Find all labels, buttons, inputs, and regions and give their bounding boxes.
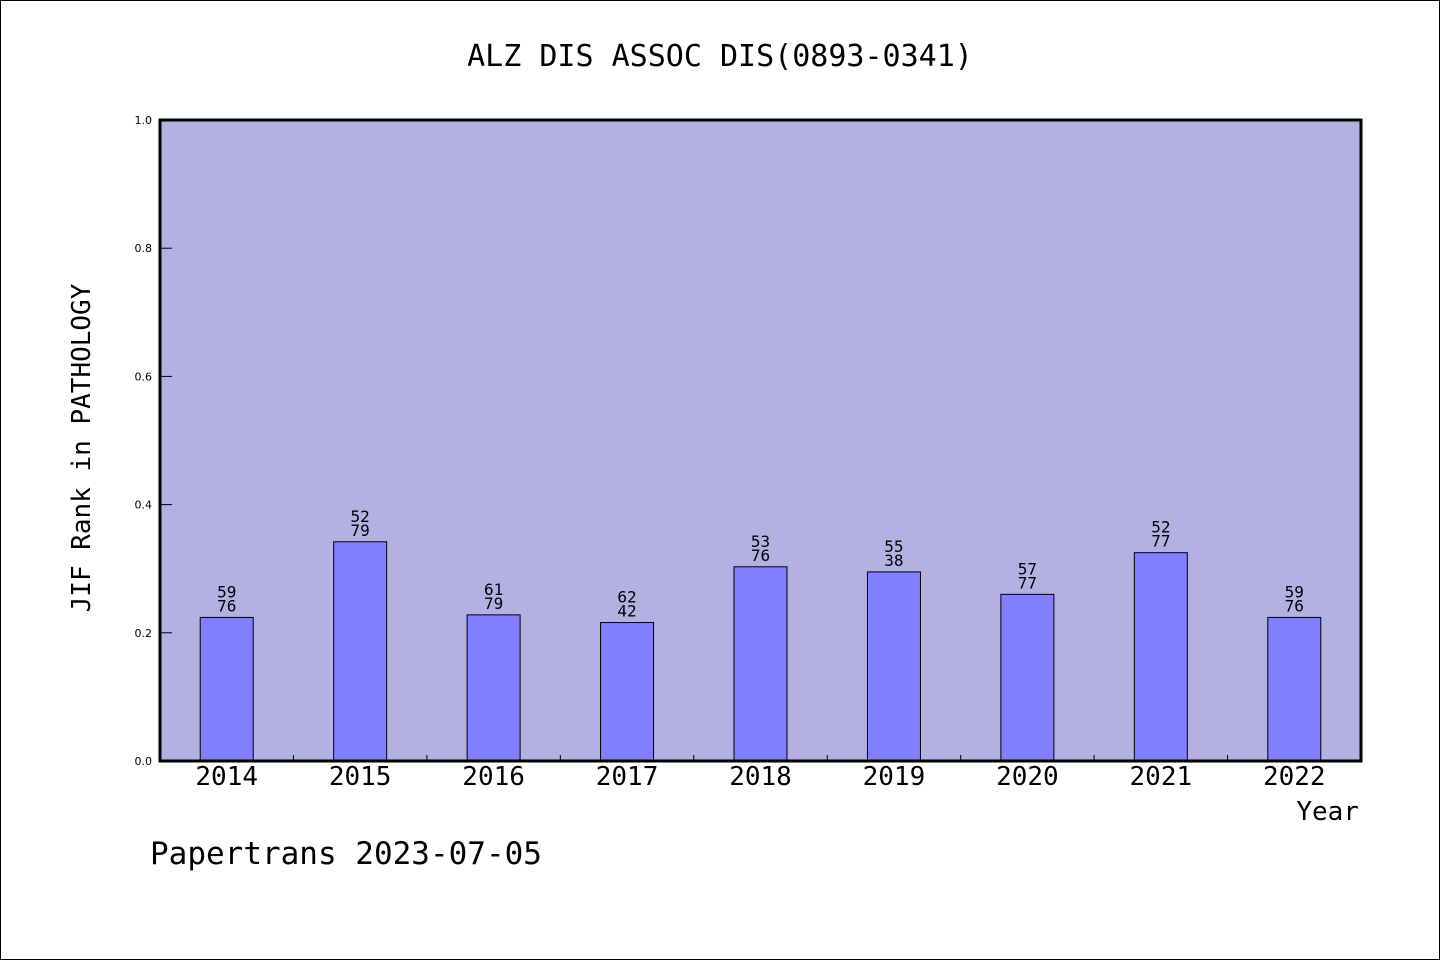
bar-label-top: 57 (1018, 559, 1037, 578)
x-axis-label: Year (1296, 797, 1359, 827)
bar-label-top: 55 (884, 537, 903, 556)
bar-2022 (1267, 616, 1322, 762)
bar-label-top: 52 (1151, 518, 1170, 537)
y-tick-label: 0.2 (135, 627, 153, 640)
x-tick-label: 2019 (863, 762, 926, 792)
bar-2014 (199, 616, 254, 762)
bar-label-bottom: 38 (884, 551, 903, 570)
bar-2020 (1000, 593, 1055, 762)
bar-label-bottom: 77 (1151, 532, 1170, 551)
bar-label-bottom: 76 (751, 546, 770, 565)
bar-2017 (600, 622, 655, 762)
y-tick-label: 1.0 (135, 114, 153, 127)
bar-label-top: 53 (751, 532, 770, 551)
x-tick-label: 2015 (329, 762, 392, 792)
bar-label-bottom: 76 (217, 596, 236, 615)
bar-2018 (733, 566, 788, 762)
bar-label-top: 59 (1285, 582, 1304, 601)
bar-label-bottom: 79 (351, 521, 370, 540)
bar-2019 (866, 571, 921, 762)
x-axis: 2014 2015 2016 2017 2018 2019 2020 2021 2022 (195, 755, 1326, 792)
x-tick-label: 2022 (1263, 762, 1326, 792)
bar-2016 (466, 614, 521, 762)
plot-border (158, 118, 1363, 763)
bar-label-bottom: 77 (1018, 573, 1037, 592)
x-tick-label: 2020 (996, 762, 1059, 792)
bar-label-bottom: 79 (484, 594, 503, 613)
bar-2015 (333, 541, 388, 762)
bar-2021 (1133, 552, 1188, 762)
x-tick-label: 2014 (195, 762, 258, 792)
bar-label-top: 62 (617, 588, 636, 607)
x-tick-label: 2018 (729, 762, 792, 792)
y-tick-label: 0.6 (135, 370, 153, 383)
x-tick-label: 2021 (1130, 762, 1193, 792)
bar-label-top: 59 (217, 582, 236, 601)
y-tick-label: 0.8 (135, 242, 153, 255)
x-tick-label: 2017 (596, 762, 659, 792)
bar-label-top: 52 (351, 507, 370, 526)
bar-label-bottom: 76 (1285, 596, 1304, 615)
bar-label-top: 61 (484, 580, 503, 599)
bar-label-bottom: 42 (617, 602, 636, 621)
chart-title: ALZ DIS ASSOC DIS(0893-0341) (467, 39, 973, 74)
y-tick-label: 0.0 (135, 755, 153, 768)
y-tick-label: 0.4 (135, 499, 153, 512)
footer-text: Papertrans 2023-07-05 (150, 836, 542, 872)
x-tick-label: 2016 (462, 762, 525, 792)
y-axis-label: JIF Rank in PATHOLOGY (67, 283, 97, 612)
